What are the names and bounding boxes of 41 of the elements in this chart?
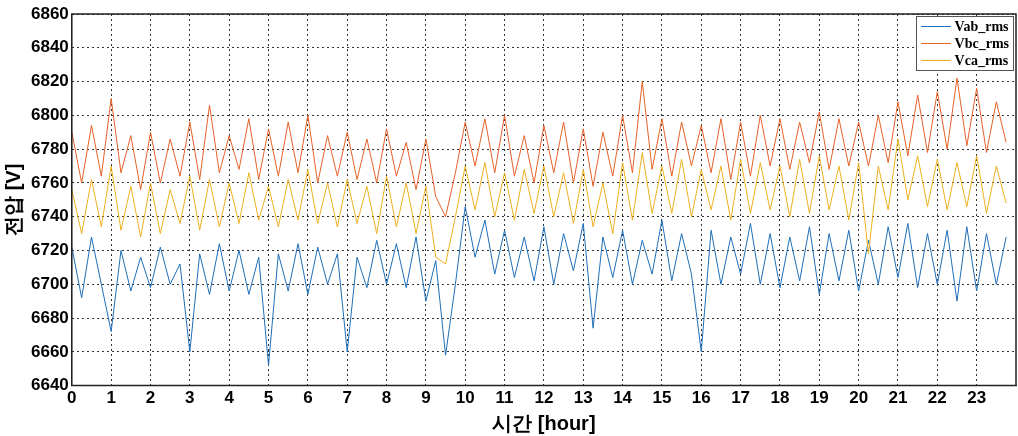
x-tick-label: 12: [534, 388, 554, 408]
x-tick-label: 8: [381, 388, 392, 408]
y-tick-label: 6800: [30, 105, 69, 125]
y-tick-label: 6860: [30, 3, 69, 23]
y-tick-label: 6680: [30, 307, 69, 327]
x-tick-label: 19: [809, 388, 829, 408]
x-axis-title: 시간 [hour]: [492, 411, 596, 434]
x-tick-label: 13: [573, 388, 593, 408]
y-tick-label: 6700: [30, 273, 69, 293]
x-tick-label: 17: [731, 388, 751, 408]
x-tick-label: 11: [495, 388, 514, 408]
y-tick-label: 6760: [30, 172, 69, 192]
legend-label: Vca_rms: [954, 52, 1009, 69]
legend-label: Vab_rms: [954, 18, 1009, 35]
x-tick-label: 0: [67, 388, 77, 408]
x-tick-label: 3: [185, 388, 195, 408]
y-tick-label: 6740: [30, 206, 69, 226]
x-tick-label: 2: [145, 388, 156, 408]
x-tick-label: 4: [224, 388, 235, 408]
y-tick-label: 6660: [30, 341, 69, 361]
x-tick-label: 6: [303, 388, 313, 408]
x-tick-label: 16: [691, 388, 711, 408]
y-tick-label: 6640: [30, 375, 69, 395]
x-tick-label: 20: [849, 388, 869, 408]
x-tick-label: 15: [652, 388, 672, 408]
y-axis-title: 전압 [V]: [1, 163, 24, 236]
y-tick-label: 6720: [30, 240, 69, 260]
x-tick-label: 22: [927, 388, 947, 408]
x-tick-label: 7: [342, 388, 352, 408]
x-tick-label: 14: [613, 388, 633, 408]
x-tick-label: 23: [967, 388, 987, 408]
x-tick-label: 18: [770, 388, 790, 408]
x-tick-label: 9: [421, 388, 431, 408]
y-tick-label: 6780: [30, 138, 69, 158]
x-tick-label: 10: [455, 388, 475, 408]
x-tick-label: 21: [888, 388, 908, 408]
legend-label: Vbc_rms: [954, 35, 1009, 52]
x-tick-label: 5: [263, 388, 274, 408]
y-tick-label: 6840: [30, 37, 69, 57]
x-tick-label: 1: [106, 388, 116, 408]
y-tick-label: 6820: [30, 71, 69, 91]
